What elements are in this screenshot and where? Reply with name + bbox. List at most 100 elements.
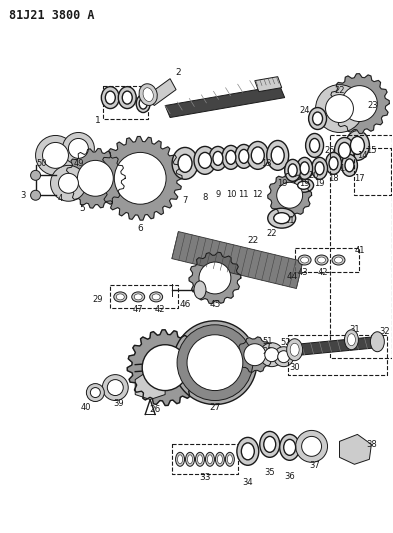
- Text: 41: 41: [354, 246, 365, 255]
- Text: 3: 3: [20, 191, 25, 200]
- Circle shape: [260, 343, 284, 367]
- Ellipse shape: [187, 455, 193, 464]
- Text: 20: 20: [309, 171, 319, 180]
- Ellipse shape: [198, 455, 202, 464]
- Circle shape: [90, 387, 100, 398]
- Ellipse shape: [143, 88, 153, 101]
- Ellipse shape: [288, 164, 297, 177]
- Ellipse shape: [294, 179, 314, 192]
- Polygon shape: [189, 252, 241, 304]
- Text: 19: 19: [314, 179, 325, 188]
- Ellipse shape: [268, 208, 296, 228]
- Text: 19: 19: [277, 179, 288, 188]
- Text: 18: 18: [328, 174, 339, 183]
- Ellipse shape: [217, 455, 222, 464]
- Ellipse shape: [280, 434, 299, 461]
- Circle shape: [187, 335, 243, 391]
- Circle shape: [265, 348, 279, 362]
- Text: 29: 29: [92, 295, 103, 304]
- Text: 11: 11: [239, 190, 249, 199]
- Circle shape: [325, 95, 353, 123]
- Ellipse shape: [370, 332, 384, 352]
- Ellipse shape: [274, 213, 290, 224]
- Ellipse shape: [222, 146, 240, 169]
- Text: 51: 51: [263, 337, 273, 346]
- Ellipse shape: [114, 292, 127, 302]
- Text: 24: 24: [299, 106, 310, 115]
- Circle shape: [77, 160, 113, 196]
- Text: 52: 52: [281, 338, 291, 347]
- Text: 37: 37: [309, 461, 320, 470]
- Ellipse shape: [195, 453, 204, 466]
- Ellipse shape: [286, 339, 303, 361]
- Text: 42: 42: [317, 269, 328, 278]
- Ellipse shape: [342, 155, 357, 176]
- Ellipse shape: [334, 138, 354, 164]
- Ellipse shape: [208, 455, 213, 464]
- Polygon shape: [135, 369, 165, 400]
- Ellipse shape: [312, 157, 327, 179]
- Text: 43: 43: [298, 269, 308, 278]
- Ellipse shape: [267, 141, 289, 171]
- Text: 5: 5: [79, 204, 85, 213]
- Text: 12: 12: [253, 190, 263, 199]
- Ellipse shape: [178, 455, 183, 464]
- Circle shape: [277, 182, 303, 208]
- Ellipse shape: [247, 141, 269, 169]
- Text: 26: 26: [149, 405, 161, 414]
- Ellipse shape: [105, 91, 115, 104]
- Ellipse shape: [198, 152, 211, 168]
- Ellipse shape: [298, 255, 311, 265]
- Circle shape: [244, 344, 266, 366]
- Polygon shape: [340, 434, 371, 464]
- Text: 6: 6: [137, 224, 143, 232]
- Text: 22: 22: [266, 229, 277, 238]
- Circle shape: [296, 431, 327, 462]
- Text: 39: 39: [113, 399, 123, 408]
- Ellipse shape: [239, 149, 249, 164]
- Ellipse shape: [329, 157, 338, 170]
- Circle shape: [107, 379, 123, 395]
- Text: 13: 13: [261, 159, 272, 168]
- Polygon shape: [255, 77, 282, 92]
- Text: 8: 8: [202, 193, 208, 202]
- Text: 27: 27: [209, 403, 220, 412]
- Polygon shape: [127, 330, 203, 406]
- Text: 45: 45: [209, 301, 220, 309]
- Polygon shape: [237, 337, 273, 373]
- Ellipse shape: [122, 91, 132, 104]
- Circle shape: [102, 375, 128, 400]
- Circle shape: [31, 171, 40, 180]
- Circle shape: [301, 437, 321, 456]
- Text: 4: 4: [58, 193, 63, 203]
- Polygon shape: [329, 74, 389, 133]
- Ellipse shape: [309, 108, 327, 130]
- Polygon shape: [98, 136, 182, 220]
- Circle shape: [62, 133, 94, 164]
- Ellipse shape: [290, 343, 299, 356]
- Circle shape: [173, 321, 257, 405]
- Ellipse shape: [116, 294, 124, 300]
- Text: 42: 42: [155, 305, 165, 314]
- Circle shape: [86, 384, 104, 401]
- Text: 33: 33: [199, 473, 211, 482]
- Ellipse shape: [215, 453, 224, 466]
- Text: 35: 35: [264, 468, 275, 477]
- Ellipse shape: [325, 152, 342, 174]
- Text: 21: 21: [285, 216, 295, 225]
- Ellipse shape: [185, 453, 195, 466]
- Ellipse shape: [301, 257, 309, 263]
- Ellipse shape: [347, 334, 355, 346]
- Ellipse shape: [118, 87, 136, 109]
- Ellipse shape: [315, 162, 324, 175]
- Polygon shape: [268, 173, 312, 217]
- Text: 22: 22: [334, 86, 345, 95]
- Text: 40: 40: [80, 403, 91, 412]
- Circle shape: [142, 345, 188, 391]
- Ellipse shape: [345, 131, 369, 160]
- Ellipse shape: [150, 292, 163, 302]
- Ellipse shape: [139, 98, 147, 109]
- Ellipse shape: [318, 257, 325, 263]
- Circle shape: [114, 152, 166, 204]
- Ellipse shape: [226, 150, 236, 164]
